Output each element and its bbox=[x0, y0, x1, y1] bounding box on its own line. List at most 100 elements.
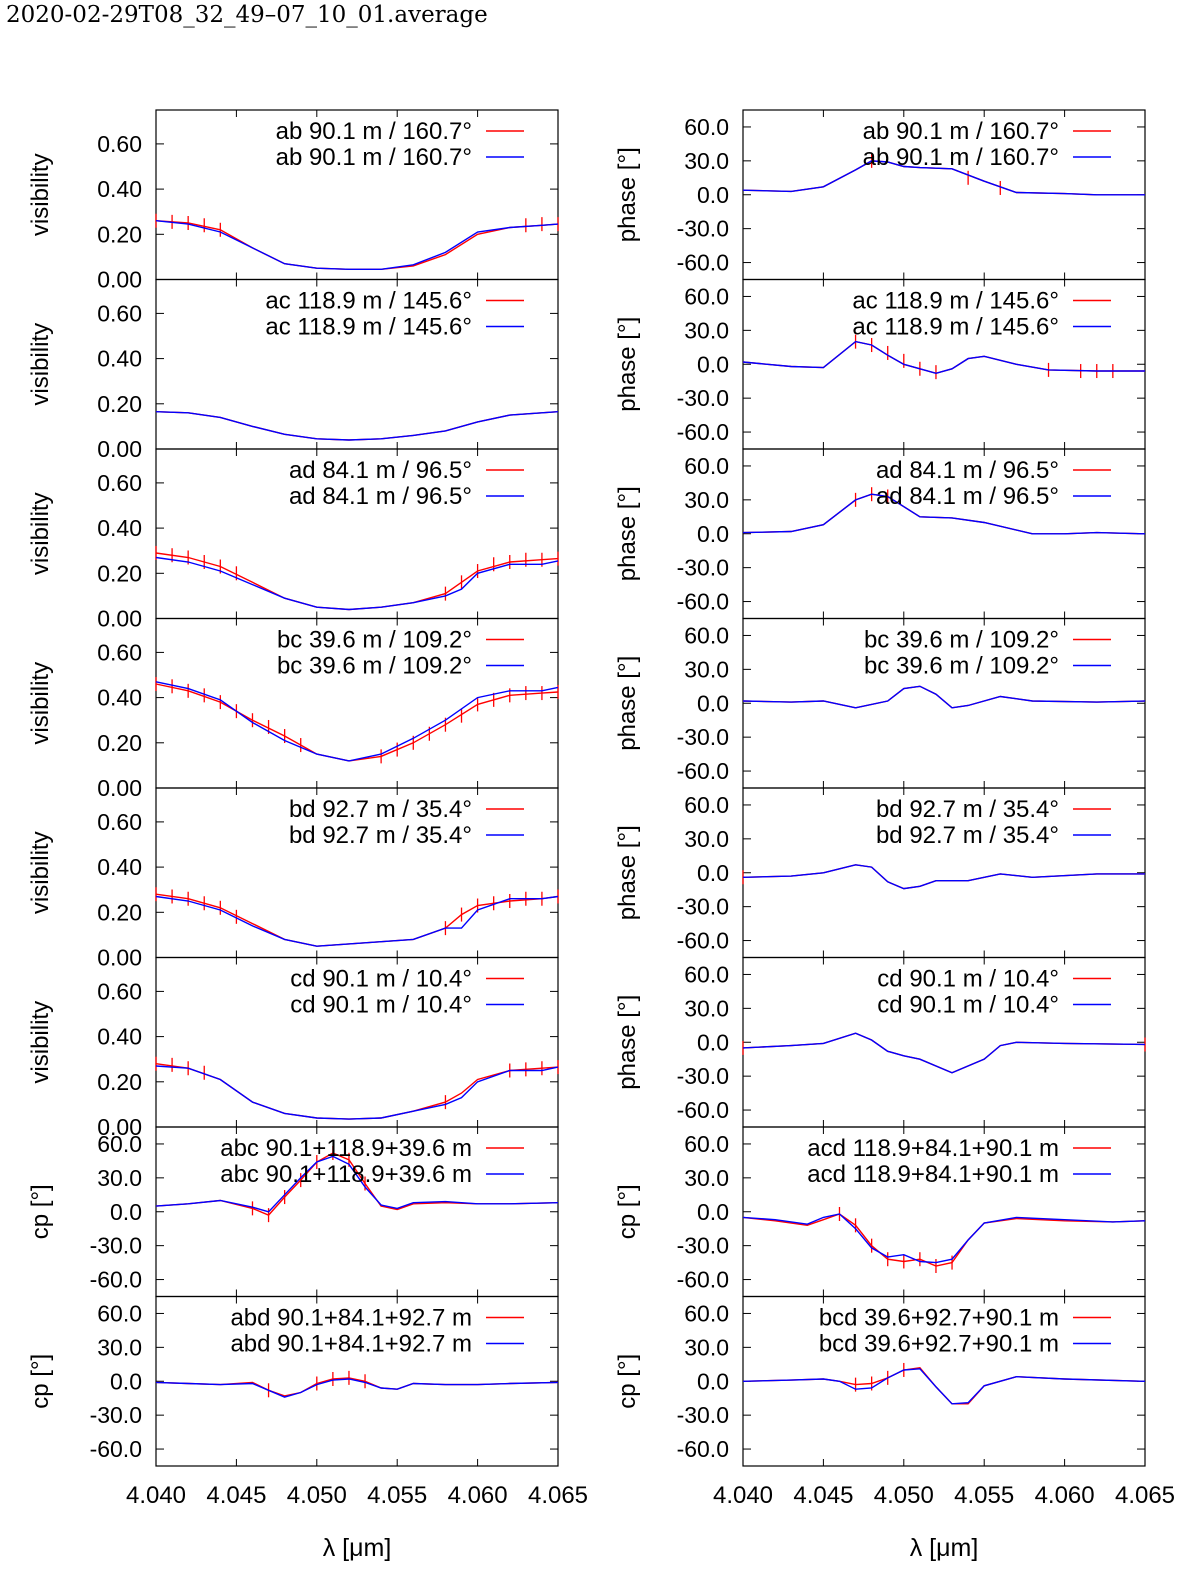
panel-1-7-ytick-label: -30.0 bbox=[677, 1402, 729, 1428]
panel-1-4-ytick-label: 60.0 bbox=[684, 792, 729, 818]
x-tick-label-col1: 4.055 bbox=[954, 1482, 1014, 1509]
panel-0-3-ytick-label: 0.40 bbox=[97, 685, 142, 711]
panel-0-7-legend-model-label: abd 90.1+84.1+92.7 m bbox=[230, 1305, 472, 1332]
panel-1-5-ytick-label: 30.0 bbox=[684, 995, 729, 1021]
panel-0-6-series-model bbox=[155, 1152, 559, 1216]
panel-1-3-ytick-label: -60.0 bbox=[677, 758, 729, 784]
panel-0-2-ytick-label: 0.00 bbox=[97, 606, 142, 632]
panel-0-0-ytick-label: 0.00 bbox=[97, 267, 142, 293]
panel-1-5-ylabel: phase [°] bbox=[614, 995, 641, 1090]
page-title: 2020-02-29T08_32_49–07_10_01.average bbox=[6, 2, 488, 28]
x-tick-label-col1: 4.045 bbox=[793, 1482, 853, 1509]
panel-1-0-ytick-label: 30.0 bbox=[684, 148, 729, 174]
panel-0-0-series-data bbox=[155, 220, 559, 270]
panel-0-4-series-model bbox=[155, 893, 559, 947]
panel-0-5-ytick-label: 0.40 bbox=[97, 1024, 142, 1050]
panel-0-4-ylabel: visibility bbox=[27, 831, 54, 914]
panel-0-4-ytick-label: 0.40 bbox=[97, 854, 142, 880]
panel-1-2-legend-data-label: ad 84.1 m / 96.5° bbox=[876, 483, 1059, 510]
panel-1-7-ytick-label: 60.0 bbox=[684, 1300, 729, 1326]
panel-0-5-ytick-label: 0.00 bbox=[97, 1114, 142, 1140]
panel-1-4-series-model bbox=[742, 864, 1145, 890]
panel-1-1-ytick-label: 0.0 bbox=[697, 351, 729, 377]
panel-0-6-ytick-label: 30.0 bbox=[97, 1165, 142, 1191]
panel-1-0-ytick-label: -30.0 bbox=[677, 216, 729, 242]
panel-0-1-series-model bbox=[155, 411, 559, 441]
panel-0-0-ytick-label: 0.60 bbox=[97, 131, 142, 157]
x-tick-label-col0: 4.050 bbox=[287, 1482, 347, 1509]
panel-0-6-ytick-label: -30.0 bbox=[90, 1233, 142, 1259]
panel-1-7-ytick-label: 30.0 bbox=[684, 1334, 729, 1360]
panel-1-4-series-data bbox=[742, 864, 1145, 890]
panel-1-2-legend-model-label: ad 84.1 m / 96.5° bbox=[876, 457, 1059, 484]
panel-0-3-ytick-label: 0.00 bbox=[97, 775, 142, 801]
panel-1-6-legend-data-label: acd 118.9+84.1+90.1 m bbox=[807, 1161, 1059, 1188]
panel-1-3-ylabel: phase [°] bbox=[614, 656, 641, 751]
panel-1-6-ytick-label: 0.0 bbox=[697, 1199, 729, 1225]
panel-1-5-ytick-label: 60.0 bbox=[684, 961, 729, 987]
panel-1-5-legend-model-label: cd 90.1 m / 10.4° bbox=[877, 966, 1059, 993]
panel-0-0-ytick-label: 0.40 bbox=[97, 176, 142, 202]
panel-1-7-series-model bbox=[742, 1366, 1146, 1405]
panel-0-4-ytick-label: 0.60 bbox=[97, 809, 142, 835]
panel-1-3-series-model bbox=[742, 685, 1146, 709]
panel-1-1-series-model bbox=[742, 340, 1145, 375]
panel-0-0-ylabel: visibility bbox=[27, 153, 54, 236]
panel-1-1-series-data bbox=[742, 340, 1145, 375]
panel-0-3-legend-data-label: bc 39.6 m / 109.2° bbox=[277, 653, 472, 680]
panel-0-7-ytick-label: 60.0 bbox=[97, 1300, 142, 1326]
panel-0-3-ytick-label: 0.60 bbox=[97, 639, 142, 665]
panel-0-3-ytick-label: 0.20 bbox=[97, 730, 142, 756]
panel-1-6-ytick-label: 60.0 bbox=[684, 1131, 729, 1157]
panel-0-7-legend-data-label: abd 90.1+84.1+92.7 m bbox=[230, 1331, 472, 1358]
panel-1-5-series-data bbox=[742, 1032, 1146, 1074]
x-tick-label-col0: 4.065 bbox=[528, 1482, 588, 1509]
panel-1-6-legend-model-label: acd 118.9+84.1+90.1 m bbox=[807, 1135, 1059, 1162]
panel-1-4-legend-data-label: bd 92.7 m / 35.4° bbox=[876, 822, 1059, 849]
panel-1-7-ytick-label: 0.0 bbox=[697, 1368, 729, 1394]
panel-1-1-ytick-label: -30.0 bbox=[677, 385, 729, 411]
panel-1-0-ytick-label: 0.0 bbox=[697, 182, 729, 208]
panel-0-5-legend-data-label: cd 90.1 m / 10.4° bbox=[290, 992, 472, 1019]
panel-1-5-series-model bbox=[742, 1032, 1146, 1074]
x-tick-label-col0: 4.040 bbox=[126, 1482, 186, 1509]
panel-0-3-ylabel: visibility bbox=[27, 662, 54, 745]
x-tick-label-col1: 4.065 bbox=[1115, 1482, 1175, 1509]
panel-1-4-ytick-label: 0.0 bbox=[697, 860, 729, 886]
panel-0-3-series-model bbox=[155, 683, 559, 762]
panel-1-1-legend-model-label: ac 118.9 m / 145.6° bbox=[852, 288, 1059, 315]
x-axis-label-col0: λ [μm] bbox=[323, 1534, 392, 1562]
panel-1-2-series-data bbox=[742, 493, 1146, 535]
panel-0-6-ytick-label: -60.0 bbox=[90, 1267, 142, 1293]
panel-0-4-series-data bbox=[155, 895, 559, 947]
panel-1-4-ytick-label: -30.0 bbox=[677, 894, 729, 920]
panel-1-3-ytick-label: 0.0 bbox=[697, 690, 729, 716]
panel-0-7-series-data bbox=[155, 1378, 559, 1398]
panel-1-4-ytick-label: 30.0 bbox=[684, 826, 729, 852]
panel-0-2-ylabel: visibility bbox=[27, 492, 54, 575]
panel-0-5-ytick-label: 0.20 bbox=[97, 1069, 142, 1095]
panel-1-6-series-data bbox=[742, 1213, 1146, 1264]
panel-1-5-ytick-label: 0.0 bbox=[697, 1029, 729, 1055]
panel-0-4-legend-data-label: bd 92.7 m / 35.4° bbox=[289, 822, 472, 849]
panel-1-1-ytick-label: -60.0 bbox=[677, 419, 729, 445]
x-tick-label-col1: 4.050 bbox=[874, 1482, 934, 1509]
x-tick-label-col0: 4.045 bbox=[206, 1482, 266, 1509]
panel-1-1-legend-data-label: ac 118.9 m / 145.6° bbox=[852, 314, 1059, 341]
panel-1-2-ytick-label: -30.0 bbox=[677, 555, 729, 581]
panel-0-5-series-model bbox=[155, 1063, 559, 1120]
x-tick-label-col1: 4.060 bbox=[1035, 1482, 1095, 1509]
panel-1-0-series-data bbox=[742, 160, 1145, 196]
x-tick-label-col0: 4.055 bbox=[367, 1482, 427, 1509]
panel-0-7-ytick-label: 0.0 bbox=[110, 1368, 142, 1394]
x-tick-label-col1: 4.040 bbox=[713, 1482, 773, 1509]
panel-1-7-legend-data-label: bcd 39.6+92.7+90.1 m bbox=[819, 1331, 1059, 1358]
panel-1-1-ytick-label: 60.0 bbox=[684, 283, 729, 309]
panel-0-0-series-model bbox=[155, 220, 559, 270]
panel-0-2-ytick-label: 0.40 bbox=[97, 515, 142, 541]
panel-0-4-ytick-label: 0.00 bbox=[97, 945, 142, 971]
panel-1-4-ylabel: phase [°] bbox=[614, 825, 641, 920]
panel-0-2-series-model bbox=[155, 552, 559, 611]
panel-0-6-series-data bbox=[155, 1155, 559, 1213]
